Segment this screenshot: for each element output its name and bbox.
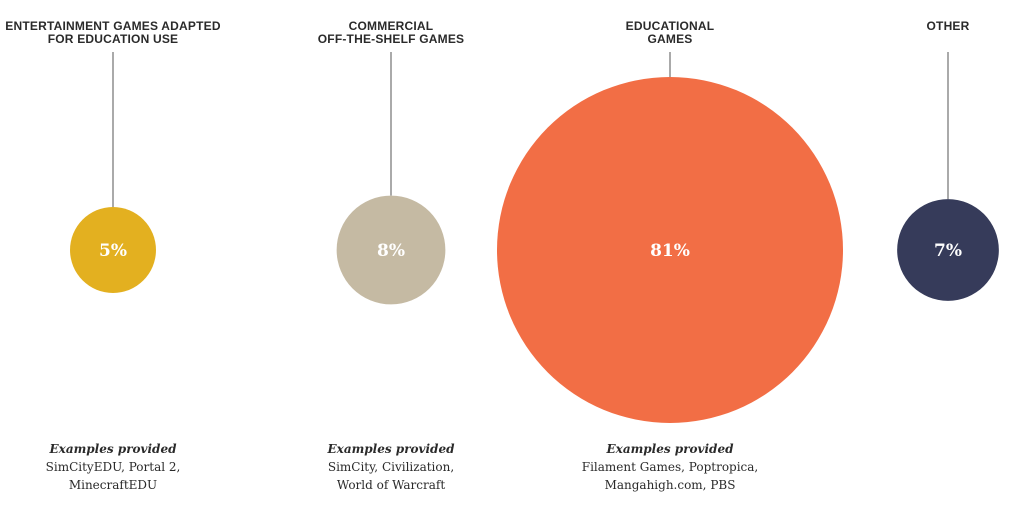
bubble	[336, 195, 446, 305]
bubble	[897, 199, 999, 301]
category-title: OTHER	[926, 19, 970, 33]
bubble	[497, 77, 843, 423]
examples-block: Examples provided SimCityEDU, Portal 2, …	[0, 440, 233, 494]
examples-list: SimCityEDU, Portal 2, MinecraftEDU	[45, 460, 181, 492]
category-title: EDUCATIONAL GAMES	[625, 19, 715, 46]
value-label: 8%	[377, 241, 405, 261]
examples-list: SimCity, Civilization, World of Warcraft	[327, 460, 455, 492]
examples-block: Examples provided SimCity, Civilization,…	[271, 440, 511, 494]
examples-header: Examples provided	[327, 442, 455, 456]
category-title: ENTERTAINMENT GAMES ADAPTED FOR EDUCATIO…	[5, 19, 221, 46]
value-label: 81%	[650, 241, 690, 261]
examples-block: Examples provided Filament Games, Poptro…	[550, 440, 790, 494]
value-label: 7%	[934, 241, 962, 261]
examples-list: Filament Games, Poptropica, Mangahigh.co…	[581, 460, 759, 492]
value-label: 5%	[99, 241, 127, 261]
bubble	[70, 207, 156, 293]
examples-header: Examples provided	[49, 442, 177, 456]
category-title: COMMERCIAL OFF-THE-SHELF GAMES	[317, 19, 465, 46]
examples-header: Examples provided	[606, 442, 734, 456]
